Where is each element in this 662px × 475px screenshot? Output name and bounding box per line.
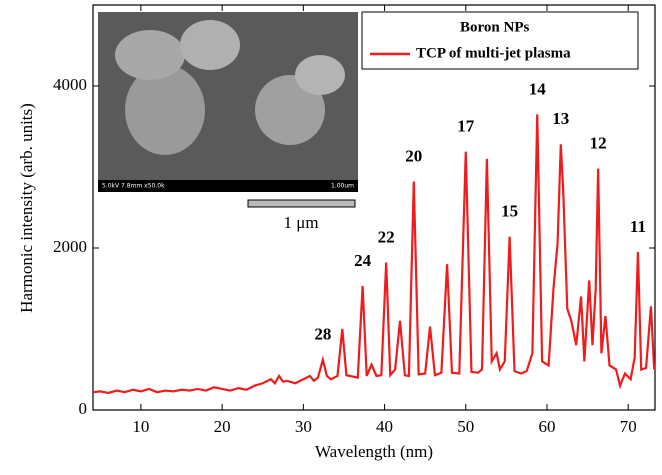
data-line — [92, 114, 656, 395]
harmonic-label: 28 — [314, 325, 331, 344]
harmonic-label: 12 — [590, 134, 607, 153]
harmonic-label: 13 — [552, 109, 569, 128]
x-tick-label: 50 — [457, 417, 474, 436]
sem-info: 5.0kV 7.8mm x50.0k — [102, 183, 165, 190]
harmonic-label: 15 — [501, 202, 518, 221]
y-tick-label: 2000 — [53, 237, 87, 256]
sem-scale: 1.00um — [331, 183, 354, 190]
legend-title: Boron NPs — [460, 19, 529, 35]
legend-box — [361, 11, 639, 70]
harmonic-label: 22 — [378, 227, 395, 246]
harmonic-label: 14 — [529, 79, 547, 98]
y-tick-label: 0 — [79, 399, 88, 418]
particle — [115, 30, 185, 80]
plot-frame — [92, 4, 656, 411]
x-tick-label: 10 — [132, 417, 149, 436]
y-tick-label: 4000 — [53, 75, 87, 94]
y-axis-label: Harmonic intensity (arb. units) — [17, 103, 36, 313]
harmonic-label: 20 — [405, 146, 422, 165]
particle — [125, 65, 205, 155]
x-tick-label: 40 — [376, 417, 393, 436]
scale-bar — [247, 199, 356, 208]
x-tick-label: 70 — [620, 417, 637, 436]
x-tick-label: 30 — [295, 417, 312, 436]
x-tick-label: 60 — [538, 417, 555, 436]
particle — [180, 20, 240, 70]
x-tick-label: 20 — [214, 417, 231, 436]
harmonic-label: 11 — [630, 217, 646, 236]
sem-bar — [98, 180, 358, 192]
particle — [295, 55, 345, 95]
legend-label: TCP of multi-jet plasma — [416, 45, 571, 61]
scale-label: 1 μm — [283, 213, 318, 232]
particle — [255, 75, 325, 145]
inset: 5.0kV 7.8mm x50.0k 1.00um 1 μm — [98, 12, 358, 232]
x-axis-label: Wavelength (nm) — [315, 442, 433, 461]
harmonic-label: 17 — [457, 117, 475, 136]
harmonic-label: 24 — [354, 251, 372, 270]
